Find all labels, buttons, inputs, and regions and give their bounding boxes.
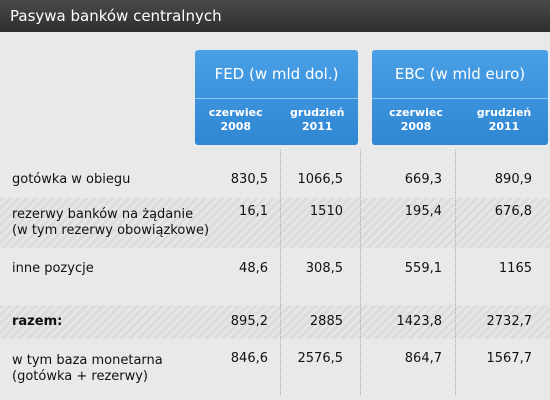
cell-value: 308,5 — [305, 261, 343, 276]
column-separator — [455, 150, 456, 395]
column-separator — [360, 150, 361, 395]
column-header: czerwiec 2008 — [195, 106, 277, 134]
header-line: czerwiec — [208, 106, 263, 119]
group-header: EBC (w mld euro) — [372, 50, 548, 99]
row-stripe — [0, 305, 550, 339]
label-line: razem: — [12, 314, 63, 329]
cell-value: 16,1 — [239, 204, 268, 219]
group-header: FED (w mld dol.) — [195, 50, 358, 99]
label-line: (w tym rezerwy obowiązkowe) — [12, 223, 210, 238]
row-label: gotówka w obiegu — [12, 172, 130, 188]
column-header: czerwiec 2008 — [372, 106, 460, 134]
column-header: grudzień 2011 — [460, 106, 548, 134]
cell-value: 830,5 — [230, 172, 268, 187]
row-label: inne pozycje — [12, 261, 94, 277]
cell-value: 895,2 — [230, 314, 268, 329]
row-label: rezerwy banków na żądanie (w tym rezerwy … — [12, 207, 209, 239]
column-header: grudzień 2011 — [277, 106, 359, 134]
column-group: FED (w mld dol.) czerwiec 2008 grudzień 2011 — [195, 50, 358, 145]
header-line: grudzień — [476, 106, 532, 119]
row-stripe — [0, 198, 550, 248]
header-line: 2011 — [301, 120, 333, 133]
cell-value: 669,3 — [404, 172, 442, 187]
label-line: rezerwy banków na żądanie — [12, 207, 194, 222]
row-label: razem: — [12, 314, 62, 330]
header-line: grudzień — [290, 106, 345, 119]
cell-value: 1567,7 — [486, 351, 533, 366]
cell-value: 864,7 — [404, 351, 442, 366]
cell-value: 1066,5 — [297, 172, 344, 187]
header-line: czerwiec — [389, 106, 443, 119]
cell-value: 676,8 — [494, 204, 532, 219]
cell-value: 2732,7 — [486, 314, 533, 329]
cell-value: 559,1 — [404, 261, 442, 276]
label-line: w tym baza monetarna — [12, 353, 163, 368]
cell-value: 1510 — [309, 204, 343, 219]
label-line: inne pozycje — [12, 261, 94, 276]
cell-value: 2576,5 — [297, 351, 344, 366]
cell-value: 48,6 — [239, 261, 268, 276]
label-line: (gotówka + rezerwy) — [12, 369, 149, 384]
cell-value: 1423,8 — [396, 314, 443, 329]
header-line: 2011 — [488, 120, 520, 133]
column-separator — [280, 150, 281, 395]
cell-value: 890,9 — [494, 172, 532, 187]
header-line: 2008 — [220, 120, 252, 133]
label-line: gotówka w obiegu — [12, 172, 131, 187]
column-group: EBC (w mld euro) czerwiec 2008 grudzień 2011 — [372, 50, 548, 145]
cell-value: 846,6 — [230, 351, 268, 366]
title: Pasywa banków centralnych — [0, 0, 550, 32]
cell-value: 1165 — [498, 261, 532, 276]
cell-value: 195,4 — [404, 204, 442, 219]
row-label: w tym baza monetarna (gotówka + rezerwy) — [12, 353, 163, 385]
header-line: 2008 — [400, 120, 432, 133]
cell-value: 2885 — [309, 314, 343, 329]
